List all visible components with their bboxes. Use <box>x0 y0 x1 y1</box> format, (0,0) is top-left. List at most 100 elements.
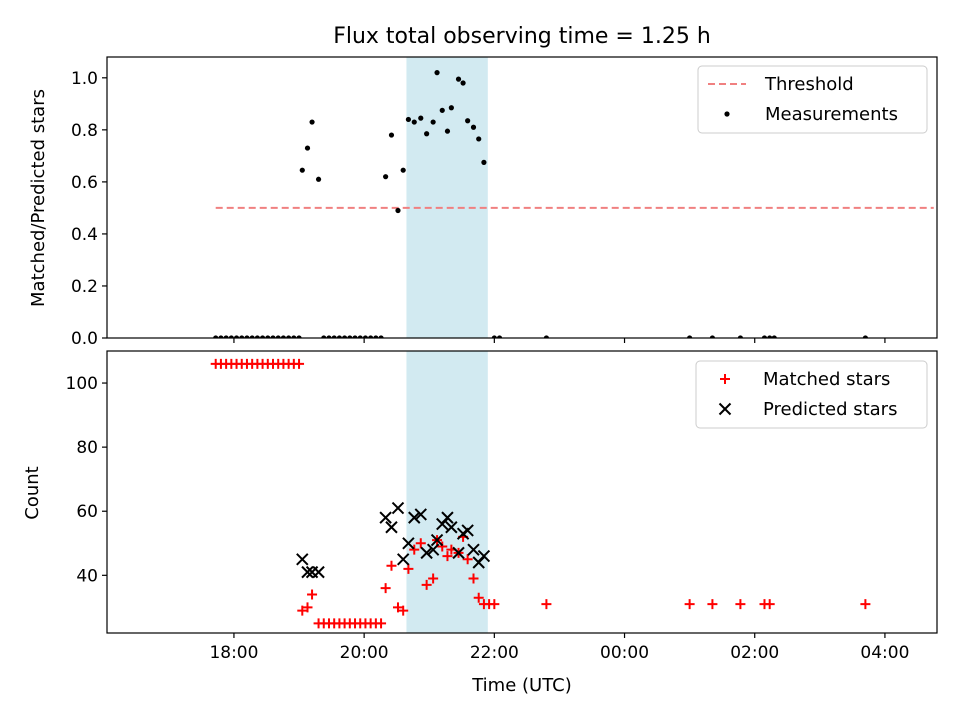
x-tick-label: 22:00 <box>470 643 519 663</box>
predicted-stars-point <box>430 533 444 547</box>
measurements-point <box>737 335 744 338</box>
predicted-stars-point <box>420 546 433 560</box>
x-tick-label: 20:00 <box>340 643 389 663</box>
measurements-point <box>476 136 482 142</box>
predicted-stars-point <box>467 543 480 556</box>
legend: Matched stars Predicted stars <box>695 360 928 429</box>
measurements-point <box>767 335 773 338</box>
matched-stars-point <box>541 599 552 610</box>
measurements-point <box>233 335 240 338</box>
measurements-point <box>254 335 260 338</box>
measurements-point <box>444 128 451 134</box>
measurements-point <box>373 335 379 338</box>
measurements-point <box>304 145 311 151</box>
matched-stars-point <box>428 573 439 584</box>
y-tick-label: 0.2 <box>71 277 98 297</box>
predicted-stars-point <box>408 511 421 524</box>
predicted-stars-point <box>301 565 314 579</box>
matched-stars-point <box>376 618 387 629</box>
measurements-point <box>395 207 401 214</box>
measurements-point <box>259 335 266 338</box>
measurements-point <box>326 335 332 338</box>
measurements-point <box>218 335 224 338</box>
x-tick-label: 00:00 <box>600 643 649 663</box>
measurements-point <box>321 335 327 338</box>
legend-predicted-stars-label: Predicted stars <box>763 399 897 420</box>
measurements-point <box>543 335 550 338</box>
measurements-point <box>368 335 374 338</box>
matched-stars-point <box>297 605 308 616</box>
bottom-y-axis-label: Count <box>22 466 43 519</box>
measurements-point <box>491 335 497 338</box>
y-tick-label: 0.6 <box>71 173 98 193</box>
predicted-stars-point <box>461 524 474 537</box>
y-tick-label: 1.0 <box>71 69 98 89</box>
measurements-point <box>249 335 255 338</box>
matched-stars-point <box>415 538 426 549</box>
predicted-stars-point <box>477 549 491 563</box>
measurements-point <box>481 159 487 165</box>
axes-frame <box>106 350 938 634</box>
matched-stars-point <box>707 599 718 610</box>
measurements-point <box>405 116 412 123</box>
highlight-span <box>406 57 488 338</box>
predicted-stars-point <box>396 553 410 566</box>
measurements-point <box>228 335 234 338</box>
predicted-stars-point <box>391 501 405 515</box>
measurements-point <box>465 118 471 124</box>
measurements-point <box>460 80 466 86</box>
measurements-point <box>296 335 302 338</box>
y-tick-label: 0.4 <box>71 225 98 245</box>
measurements-point <box>439 107 445 113</box>
y-tick-label: 80 <box>76 438 98 458</box>
y-tick-label: 0.8 <box>71 121 98 141</box>
highlight-span <box>406 351 488 633</box>
measurements-point <box>470 124 477 130</box>
measurements-point <box>430 119 436 125</box>
measurements-point <box>239 335 245 338</box>
matched-stars-point <box>392 602 403 613</box>
measurements-point <box>378 335 384 338</box>
matched-stars-point <box>421 579 432 590</box>
predicted-stars-point <box>452 546 465 560</box>
measurements-point <box>709 335 716 338</box>
predicted-stars-point <box>441 511 454 524</box>
measurements-point <box>280 335 287 338</box>
measurements-point <box>291 335 297 338</box>
measurements-point <box>299 167 305 173</box>
measurements-point <box>944 335 949 340</box>
measurements-point <box>347 335 353 338</box>
measurements-point <box>357 335 363 338</box>
matched-stars-point <box>735 599 746 610</box>
legend-box <box>697 65 928 134</box>
predicted-stars-point <box>414 508 427 521</box>
measurements-point <box>383 174 389 180</box>
bottom-panel: 40 60 80 100 18:00 20:00 22:00 00:00 02:00 04:00 M… <box>66 350 952 663</box>
measurements-point <box>342 335 348 338</box>
measurements-point <box>687 335 693 338</box>
predicted-stars-point <box>296 553 309 566</box>
matched-stars-point <box>473 592 484 603</box>
measurements-point <box>400 167 406 173</box>
legend-threshold-label: Threshold <box>764 74 854 95</box>
measurements-point <box>309 119 315 125</box>
measurements-point <box>270 335 276 338</box>
measurements-point <box>418 115 424 121</box>
measurements-point <box>862 335 868 338</box>
measurements-point <box>286 335 292 338</box>
legend-matched-stars-swatch <box>720 374 730 384</box>
legend-box <box>695 360 928 429</box>
measurements-point <box>434 70 440 76</box>
legend-measurements-swatch <box>724 111 730 117</box>
x-tick-label: 04:00 <box>860 643 909 663</box>
x-tick-label: 02:00 <box>730 643 779 663</box>
y-tick-label: 40 <box>76 566 98 586</box>
matched-stars-point <box>942 599 952 609</box>
matched-stars-point <box>462 554 473 565</box>
matched-stars-point <box>860 599 871 610</box>
measurements-point <box>771 335 777 338</box>
matched-stars-point <box>489 599 500 610</box>
matched-stars-point <box>437 541 448 552</box>
measurements-point <box>275 335 281 338</box>
